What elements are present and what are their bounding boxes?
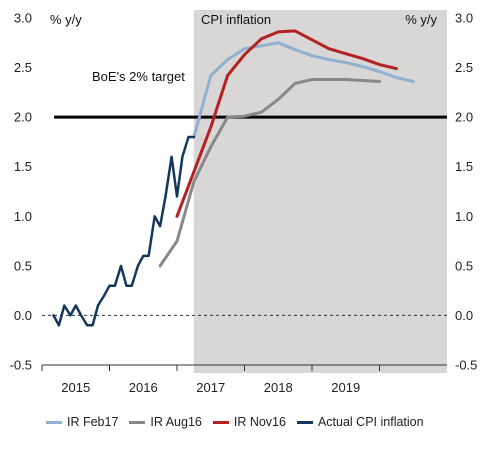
y-tick-label-right: -0.5 — [455, 358, 477, 373]
target-label: BoE's 2% target — [92, 69, 185, 84]
legend-swatch — [212, 420, 229, 424]
series-line-actual-cpi-inflation — [52, 135, 196, 327]
chart-legend: IR Feb17 IR Aug16 IR Nov16 Actual CPI infla… — [46, 415, 435, 429]
legend-item: Actual CPI inflation — [296, 415, 424, 429]
legend-label: IR Feb17 — [67, 415, 119, 429]
legend-label: IR Nov16 — [233, 415, 286, 429]
legend-swatch — [129, 420, 146, 424]
y-tick-label-left: -0.5 — [10, 358, 32, 373]
legend-label: IR Aug16 — [150, 415, 202, 429]
x-tick-label: 2016 — [129, 380, 158, 395]
x-tick-label: 2018 — [264, 380, 293, 395]
right-axis-unit: % y/y — [405, 12, 437, 27]
chart-title: CPI inflation — [201, 12, 271, 27]
y-tick-label-left: 1.5 — [14, 159, 32, 174]
legend-label: Actual CPI inflation — [317, 415, 424, 429]
left-axis-unit: % y/y — [50, 12, 82, 27]
y-tick-label-left: 1.0 — [14, 209, 32, 224]
y-tick-label-right: 2.0 — [455, 110, 473, 125]
y-tick-label-right: 1.0 — [455, 209, 473, 224]
y-tick-label-right: 0.5 — [455, 258, 473, 273]
series-line-ir-nov16 — [175, 29, 398, 218]
x-tick-label: 2019 — [331, 380, 360, 395]
y-tick-label-left: 2.5 — [14, 60, 32, 75]
y-tick-label-left: 0.0 — [14, 308, 32, 323]
y-tick-label-right: 1.5 — [455, 159, 473, 174]
legend-item: IR Aug16 — [129, 415, 202, 429]
y-tick-label-left: 3.0 — [14, 11, 32, 26]
y-tick-label-right: 3.0 — [455, 11, 473, 26]
projection-shaded-area — [193, 10, 447, 373]
legend-item: IR Feb17 — [46, 415, 118, 429]
series-line-ir-aug16 — [158, 78, 381, 268]
legend-swatch — [46, 420, 62, 424]
y-tick-label-right: 2.5 — [455, 60, 473, 75]
legend-swatch — [296, 420, 313, 424]
series-line-ir-feb17 — [192, 41, 415, 139]
y-tick-label-left: 2.0 — [14, 110, 32, 125]
y-tick-label-right: 0.0 — [455, 308, 473, 323]
legend-item: IR Nov16 — [212, 415, 286, 429]
y-tick-label-left: 0.5 — [14, 258, 32, 273]
x-tick-label: 2017 — [196, 380, 225, 395]
x-tick-label: 2015 — [61, 380, 90, 395]
